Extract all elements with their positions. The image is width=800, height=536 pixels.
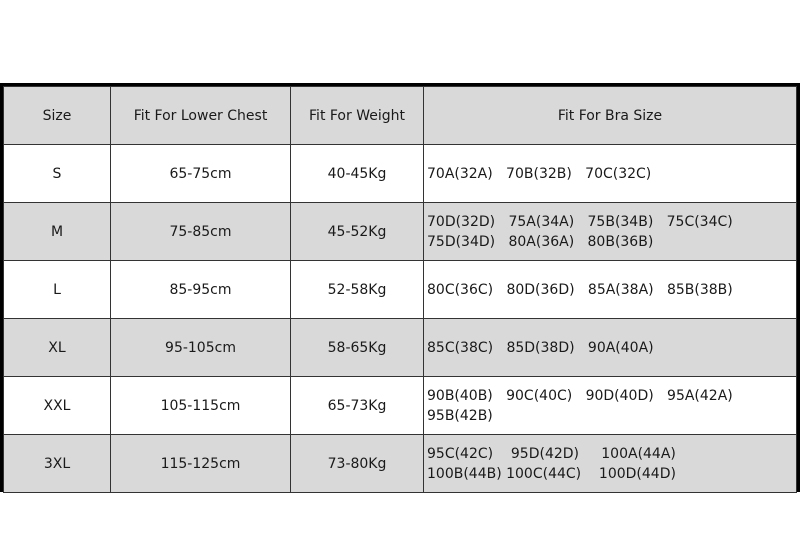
cell-bra-sizes: 70A(32A) 70B(32B) 70C(32C) [423,144,797,203]
table-row: L 85-95cm 52-58Kg 80C(36C) 80D(36D) 85A(38A… [3,260,797,319]
cell-weight: 73-80Kg [290,434,424,493]
header-bra-size: Fit For Bra Size [423,86,797,145]
header-lower-chest: Fit For Lower Chest [110,86,291,145]
cell-weight: 58-65Kg [290,318,424,377]
cell-size: XL [3,318,111,377]
header-size: Size [3,86,111,145]
cell-weight: 45-52Kg [290,202,424,261]
cell-weight: 40-45Kg [290,144,424,203]
cell-size: M [3,202,111,261]
cell-chest: 65-75cm [110,144,291,203]
cell-chest: 85-95cm [110,260,291,319]
size-chart-table: Size Fit For Lower Chest Fit For Weight … [0,83,800,493]
cell-size: S [3,144,111,203]
cell-size: XXL [3,376,111,435]
cell-bra-sizes: 70D(32D) 75A(34A) 75B(34B) 75C(34C) 75D(3… [423,202,797,261]
cell-bra-sizes: 90B(40B) 90C(40C) 90D(40D) 95A(42A) 95B(4… [423,376,797,435]
table-row: XL 95-105cm 58-65Kg 85C(38C) 85D(38D) 90A(4… [3,318,797,377]
table-row: M 75-85cm 45-52Kg 70D(32D) 75A(34A) 75B(34B… [3,202,797,261]
bra-size-line: 100B(44B) 100C(44C) 100D(44D) [427,465,676,482]
cell-chest: 75-85cm [110,202,291,261]
bra-size-line: 75D(34D) 80A(36A) 80B(36B) [427,233,654,250]
cell-size: 3XL [3,434,111,493]
bra-size-line: 95C(42C) 95D(42D) 100A(44A) [427,445,676,462]
cell-chest: 95-105cm [110,318,291,377]
bra-size-line: 70D(32D) 75A(34A) 75B(34B) 75C(34C) [427,213,733,230]
bra-size-line: 95B(42B) [427,407,493,424]
cell-bra-sizes: 95C(42C) 95D(42D) 100A(44A) 100B(44B) 100… [423,434,797,493]
cell-chest: 105-115cm [110,376,291,435]
table-row: XXL 105-115cm 65-73Kg 90B(40B) 90C(40C) 90D… [3,376,797,435]
cell-bra-sizes: 80C(36C) 80D(36D) 85A(38A) 85B(38B) [423,260,797,319]
cell-bra-sizes: 85C(38C) 85D(38D) 90A(40A) [423,318,797,377]
bra-size-line: 90B(40B) 90C(40C) 90D(40D) 95A(42A) [427,387,733,404]
bra-size-line: 80C(36C) 80D(36D) 85A(38A) 85B(38B) [427,281,733,298]
cell-size: L [3,260,111,319]
cell-weight: 52-58Kg [290,260,424,319]
table-row: S 65-75cm 40-45Kg 70A(32A) 70B(32B) 70C(32C… [3,144,797,203]
bra-size-line: 70A(32A) 70B(32B) 70C(32C) [427,165,652,182]
header-weight: Fit For Weight [290,86,424,145]
bra-size-line: 85C(38C) 85D(38D) 90A(40A) [427,339,654,356]
cell-weight: 65-73Kg [290,376,424,435]
table-row: 3XL 115-125cm 73-80Kg 95C(42C) 95D(42D) 100… [3,434,797,493]
header-row: Size Fit For Lower Chest Fit For Weight … [3,86,797,145]
cell-chest: 115-125cm [110,434,291,493]
